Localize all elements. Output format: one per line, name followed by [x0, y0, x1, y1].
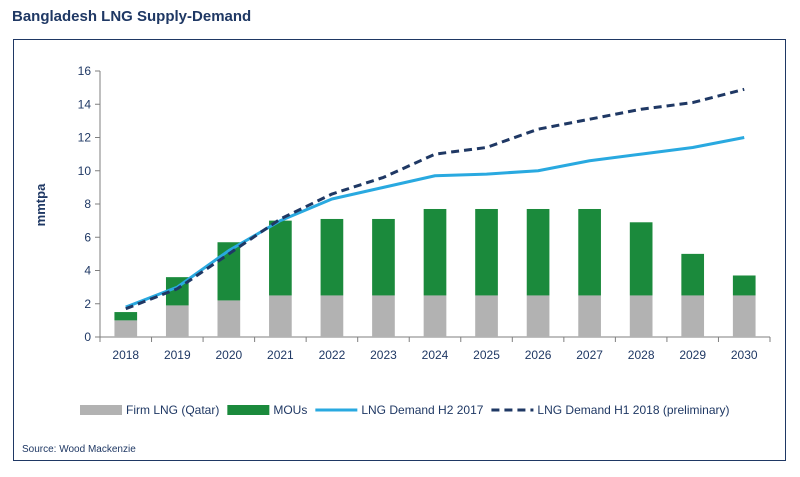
bar-mous [629, 222, 653, 296]
bar-mous [114, 312, 138, 321]
x-tick-label: 2029 [679, 348, 706, 362]
bar-firm-lng-qatar [681, 295, 705, 337]
y-tick-label: 6 [84, 230, 91, 244]
y-tick-label: 0 [84, 330, 91, 344]
line-lng-demand-h1-2018-preliminary [125, 87, 745, 311]
bar-mous [578, 208, 601, 296]
legend-swatch-firm-lng-qatar [80, 405, 122, 415]
y-tick-label: 2 [84, 297, 91, 311]
legend-label-firm-lng-qatar: Firm LNG (Qatar) [126, 403, 219, 417]
y-axis-label: mmtpa [33, 183, 48, 226]
x-tick-label: 2030 [731, 348, 758, 362]
x-tick-label: 2028 [628, 348, 655, 362]
page-title: Bangladesh LNG Supply-Demand [12, 8, 252, 25]
bar-mous [269, 220, 292, 296]
chart-legend: Firm LNG (Qatar) MOUs LNG Demand H2 2017 LN… [80, 403, 730, 417]
bar-mous [681, 253, 705, 296]
x-tick-label: 2021 [267, 348, 294, 362]
bar-firm-lng-qatar [165, 305, 189, 337]
legend-label-lng-demand-h1-2018-preliminary: LNG Demand H1 2018 (preliminary) [537, 403, 729, 417]
chart-frame [13, 39, 786, 461]
bar-firm-lng-qatar [320, 295, 344, 337]
bar-firm-lng-qatar [269, 295, 292, 337]
chart-bars [114, 208, 756, 337]
y-tick-label: 12 [78, 131, 92, 145]
bar-mous [423, 208, 447, 296]
x-tick-label: 2020 [215, 348, 242, 362]
legend-label-mous: MOUs [273, 403, 307, 417]
x-tick-label: 2018 [112, 348, 139, 362]
bar-firm-lng-qatar [732, 295, 756, 337]
bar-mous [526, 208, 550, 296]
bar-firm-lng-qatar [526, 295, 550, 337]
line-lng-demand-h2-2017 [125, 136, 745, 309]
legend-label-lng-demand-h2-2017: LNG Demand H2 2017 [361, 403, 483, 417]
x-tick-label: 2027 [576, 348, 603, 362]
bar-mous [372, 218, 395, 296]
x-tick-label: 2023 [370, 348, 397, 362]
bar-firm-lng-qatar [372, 295, 395, 337]
chart-lines [125, 87, 745, 311]
x-tick-label: 2026 [525, 348, 552, 362]
bar-mous [475, 208, 498, 296]
x-tick-label: 2022 [319, 348, 346, 362]
x-tick-label: 2024 [422, 348, 449, 362]
y-tick-label: 16 [78, 64, 92, 78]
bar-firm-lng-qatar [114, 320, 138, 337]
legend-swatch-mous [227, 405, 270, 415]
y-tick-label: 8 [84, 197, 91, 211]
bar-firm-lng-qatar [217, 300, 241, 337]
y-tick-label: 4 [84, 264, 91, 278]
bar-mous [732, 275, 756, 296]
bar-firm-lng-qatar [629, 295, 653, 337]
bar-firm-lng-qatar [423, 295, 447, 337]
x-tick-label: 2019 [164, 348, 191, 362]
bar-mous [320, 218, 344, 296]
x-tick-label: 2025 [473, 348, 500, 362]
bar-firm-lng-qatar [578, 295, 601, 337]
source-note: Source: Wood Mackenzie [22, 444, 136, 455]
y-tick-label: 14 [78, 97, 92, 111]
bar-firm-lng-qatar [475, 295, 498, 337]
y-tick-label: 10 [78, 164, 92, 178]
